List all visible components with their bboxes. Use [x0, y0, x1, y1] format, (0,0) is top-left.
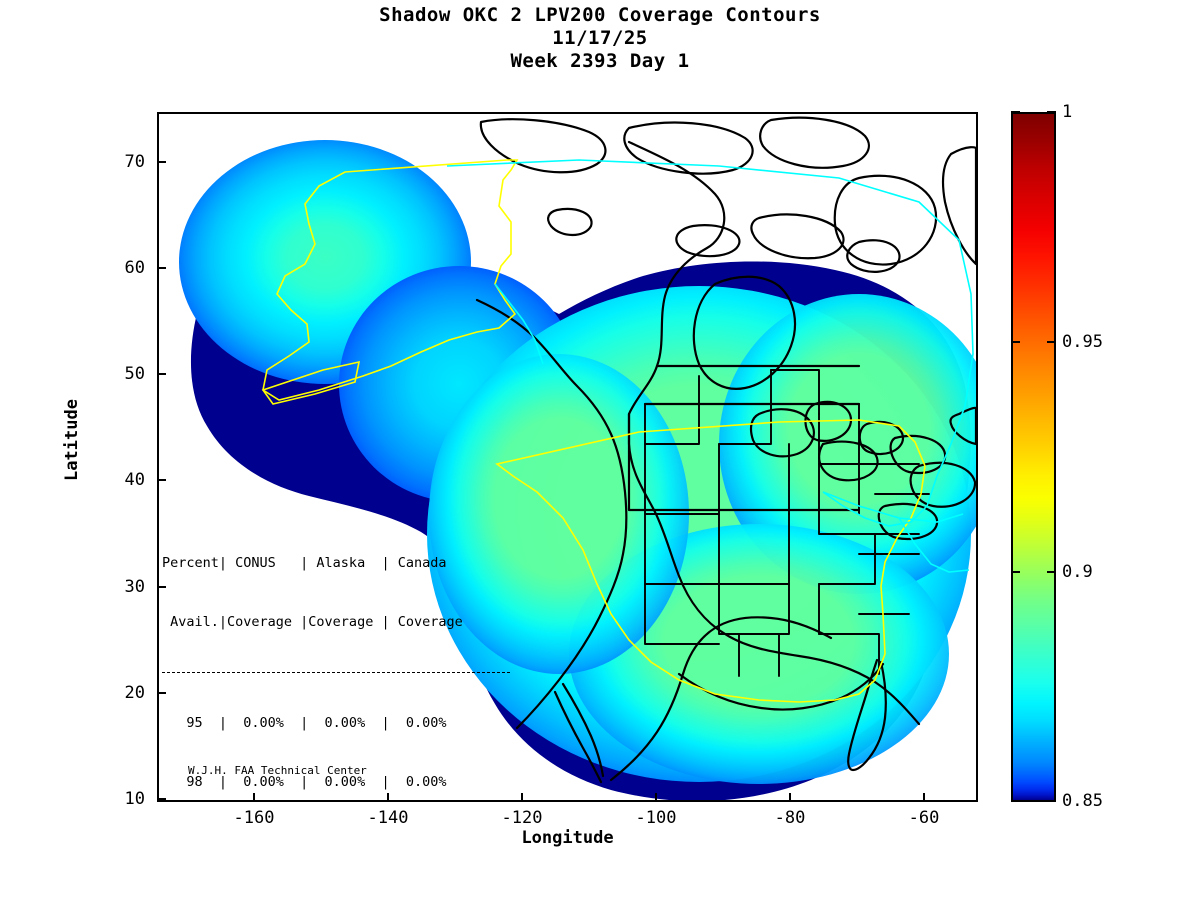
x-tick-n80	[789, 793, 791, 802]
cb-label-1: 1	[1062, 102, 1073, 122]
x-tick-label-n120: -120	[501, 808, 543, 828]
cb-label-085: 0.85	[1062, 791, 1103, 811]
x-tick-n60	[923, 793, 925, 802]
title-line-2: 11/17/25	[552, 27, 648, 49]
y-tick-label-60: 60	[124, 258, 145, 278]
canada-fir-boundary	[446, 159, 974, 527]
cb-label-09: 0.9	[1062, 562, 1093, 582]
y-tick-50	[157, 373, 166, 375]
cb-tick-09	[1011, 571, 1020, 573]
stats-row-98: 98 | 0.00% | 0.00% | 0.00%	[162, 773, 447, 790]
y-tick-20	[157, 692, 166, 694]
coverage-contour-field	[179, 140, 976, 800]
y-tick-label-20: 20	[124, 683, 145, 703]
cb-tick-095-right	[1047, 341, 1056, 343]
cb-tick-1-right	[1047, 111, 1056, 113]
map-coastlines	[475, 116, 976, 784]
x-tick-label-n160: -160	[233, 808, 275, 828]
y-tick-label-40: 40	[124, 470, 145, 490]
colorbar[interactable]	[1011, 112, 1056, 802]
x-tick-label-n60: -60	[908, 808, 940, 828]
x-axis-label: Longitude	[521, 828, 614, 848]
x-tick-n140	[387, 793, 389, 802]
colorbar-gradient	[1013, 114, 1054, 800]
y-tick-60	[157, 267, 166, 269]
credit-block: W.J.H. FAA Technical Center WAAS Test Te…	[188, 738, 367, 800]
y-tick-40	[157, 479, 166, 481]
fir-boundaries	[261, 159, 974, 703]
map-plot-area[interactable]: Percent| CONUS | Alaska | Canada Avail.|…	[157, 112, 978, 802]
y-tick-10	[157, 798, 166, 800]
conus-fir-boundary	[495, 419, 926, 703]
map-svg	[179, 116, 976, 800]
alaska-panhandle-fir	[494, 283, 544, 365]
coverage-stats-table: Percent| CONUS | Alaska | Canada Avail.|…	[162, 515, 510, 800]
stats-header-row-1: Percent| CONUS | Alaska | Canada	[162, 555, 447, 571]
alaska-fir-lower-box	[261, 360, 361, 405]
y-tick-label-30: 30	[124, 577, 145, 597]
y-tick-label-50: 50	[124, 364, 145, 384]
y-tick-label-10: 10	[124, 789, 145, 809]
figure-title-block: Shadow OKC 2 LPV200 Coverage Contours 11…	[0, 4, 1200, 73]
cb-tick-1	[1011, 111, 1020, 113]
x-tick-label-n100: -100	[635, 808, 677, 828]
alaska-fir-boundary	[262, 159, 519, 401]
x-tick-label-n80: -80	[774, 808, 806, 828]
canada-fir-southeast	[898, 517, 970, 573]
y-axis-label: Latitude	[62, 399, 82, 481]
x-tick-n160	[253, 793, 255, 802]
stats-row-95: 95 | 0.00% | 0.00% | 0.00%	[162, 715, 447, 731]
cb-tick-095	[1011, 341, 1020, 343]
title-line-3: Week 2393 Day 1	[510, 50, 690, 72]
credit-line-1: W.J.H. FAA Technical Center	[188, 764, 367, 777]
cb-tick-085	[1011, 800, 1020, 802]
cb-label-095: 0.95	[1062, 332, 1103, 352]
stats-divider	[162, 672, 510, 673]
cb-tick-09-right	[1047, 571, 1056, 573]
x-tick-n120	[521, 793, 523, 802]
y-tick-label-70: 70	[124, 152, 145, 172]
cb-tick-085-right	[1047, 800, 1056, 802]
x-tick-label-n140: -140	[367, 808, 409, 828]
y-tick-70	[157, 161, 166, 163]
x-tick-n100	[655, 793, 657, 802]
title-line-1: Shadow OKC 2 LPV200 Coverage Contours	[379, 4, 821, 26]
y-tick-30	[157, 586, 166, 588]
stats-header-row-2: Avail.|Coverage |Coverage | Coverage	[162, 613, 463, 630]
